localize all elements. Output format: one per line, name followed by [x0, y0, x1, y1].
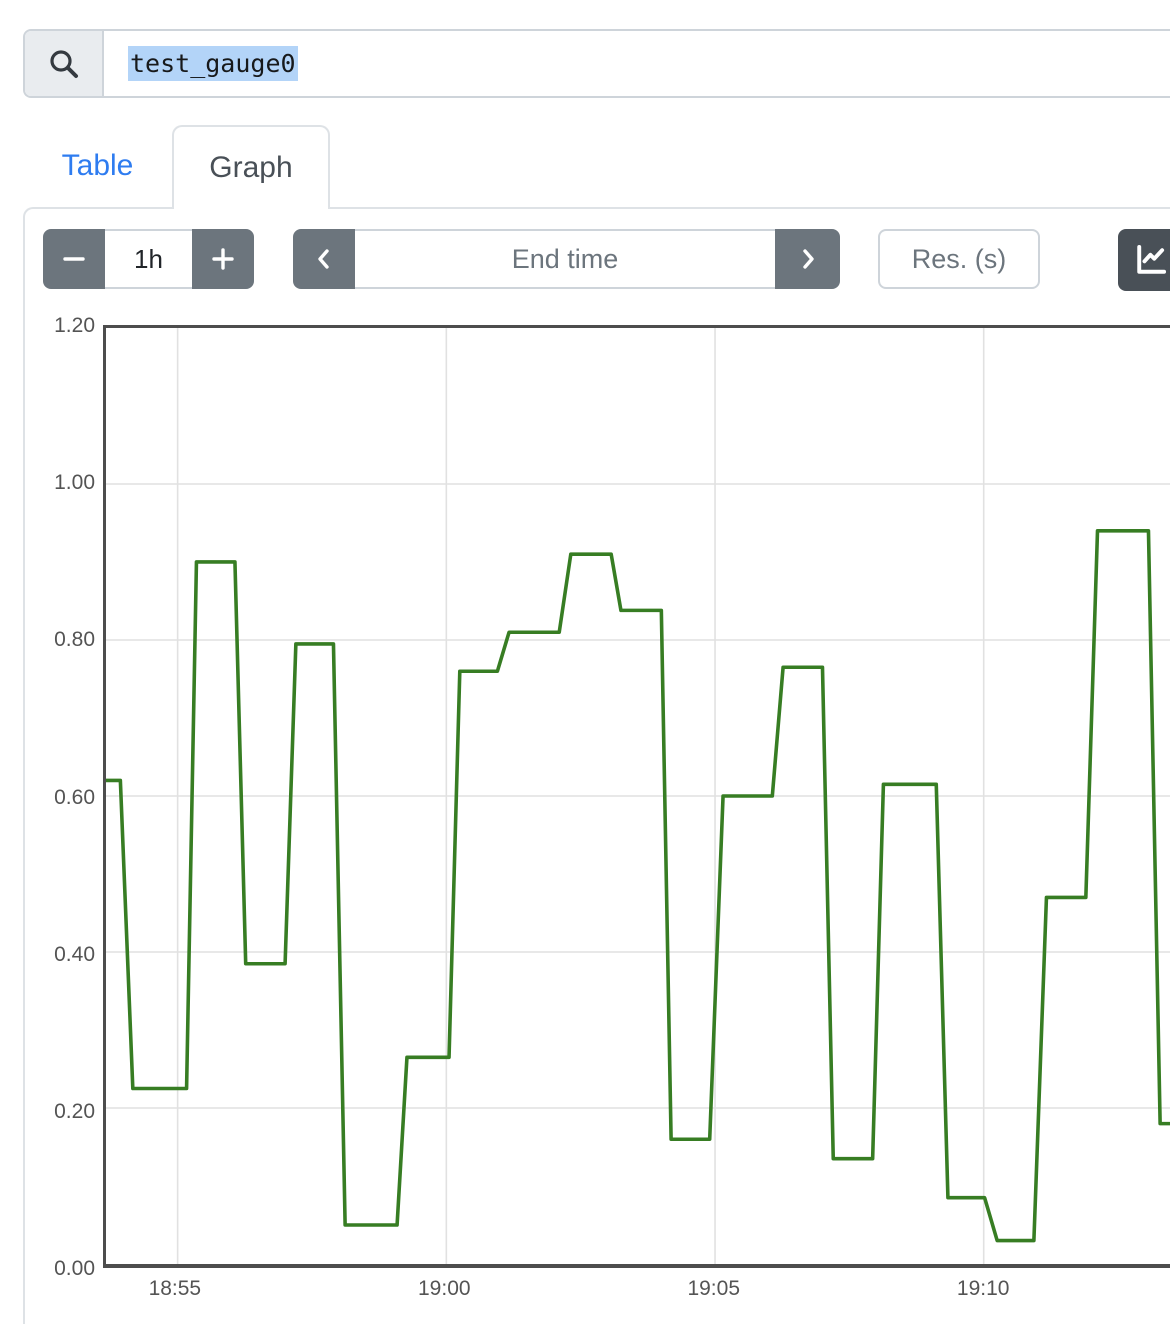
- duration-control-group: [43, 229, 254, 289]
- expression-selected-text: test_gauge0: [128, 46, 298, 81]
- y-axis-tick-label: 1.00: [54, 471, 95, 495]
- series-line-test_gauge0: [106, 528, 1170, 1243]
- minus-icon: [63, 257, 85, 261]
- y-axis-tick-label: 0.00: [54, 1257, 95, 1280]
- x-axis-tick-label: 19:10: [956, 1277, 1010, 1300]
- expression-input[interactable]: test_gauge0: [104, 31, 1170, 96]
- y-axis-tick-label: 0.80: [54, 628, 95, 652]
- end-time-control-group: [293, 229, 840, 289]
- duration-input[interactable]: [105, 229, 192, 289]
- increase-duration-button[interactable]: [192, 229, 254, 289]
- y-axis-tick-label: 1.20: [54, 314, 95, 337]
- y-axis-tick-label: 0.40: [54, 942, 95, 966]
- plus-icon: [212, 248, 234, 270]
- tab-table-label: Table: [61, 149, 134, 182]
- line-chart-icon: [1137, 244, 1167, 274]
- y-axis-tick-label: 0.60: [54, 785, 95, 809]
- y-axis-tick-label: 0.20: [54, 1099, 95, 1123]
- resolution-input[interactable]: [878, 229, 1040, 289]
- chevron-left-icon: [318, 249, 329, 269]
- shift-back-button[interactable]: [293, 229, 355, 289]
- x-axis-tick-label: 18:55: [148, 1277, 202, 1300]
- tab-graph-label: Graph: [209, 151, 293, 184]
- tab-table[interactable]: Table: [23, 125, 172, 207]
- tab-graph[interactable]: Graph: [172, 125, 330, 209]
- decrease-duration-button[interactable]: [43, 229, 105, 289]
- end-time-input[interactable]: [355, 229, 775, 289]
- search-icon: [49, 49, 78, 78]
- shift-forward-button[interactable]: [775, 229, 840, 289]
- x-axis-tick-label: 19:00: [418, 1277, 471, 1300]
- line-chart-mode-button[interactable]: [1118, 229, 1170, 291]
- chevron-right-icon: [802, 249, 814, 269]
- graph-panel: [23, 207, 1170, 1324]
- expression-search-bar[interactable]: test_gauge0: [23, 29, 1170, 98]
- graph-plot-area[interactable]: [103, 325, 1170, 1268]
- search-icon-box: [25, 31, 104, 96]
- x-axis-tick-label: 19:05: [687, 1277, 741, 1300]
- graph-svg: [106, 328, 1170, 1264]
